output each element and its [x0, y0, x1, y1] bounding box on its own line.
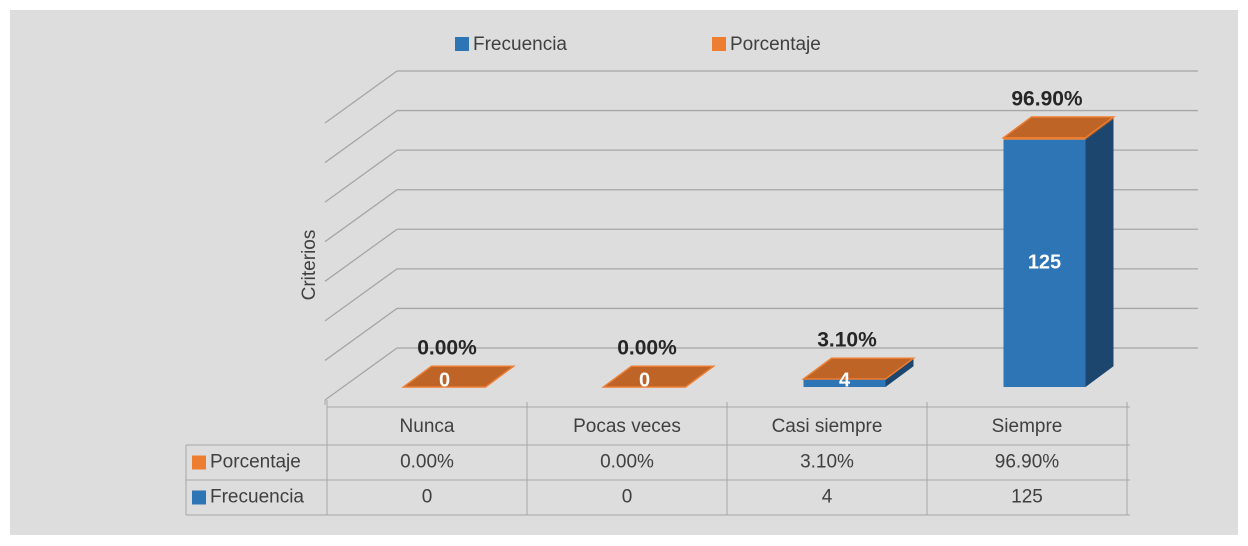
- legend-swatch: [455, 37, 469, 51]
- table-row-label: Porcentaje: [210, 452, 301, 473]
- bar-top: [401, 365, 516, 388]
- table-header: Nunca: [400, 416, 455, 437]
- data-label: 0: [639, 369, 650, 391]
- table-header: Siempre: [992, 416, 1063, 437]
- legend-label: Frecuencia: [473, 34, 567, 55]
- table-row-label: Frecuencia: [210, 487, 304, 508]
- data-label: 0: [439, 369, 450, 391]
- grid-line: [324, 347, 398, 401]
- grid-line: [324, 149, 398, 203]
- bar-top: [601, 365, 716, 388]
- legend-swatch: [712, 37, 726, 51]
- grid-line: [324, 70, 398, 124]
- data-label: 125: [1028, 252, 1061, 274]
- grid-line: [324, 189, 398, 243]
- y-axis-label: Criterios: [299, 230, 320, 301]
- data-label: 0.00%: [417, 337, 477, 360]
- grid-line: [324, 268, 398, 322]
- table-cell: 125: [1011, 487, 1043, 508]
- data-label: 96.90%: [1011, 87, 1083, 110]
- bar-side: [885, 358, 914, 387]
- table-cell: 0: [422, 487, 433, 508]
- table-header: Pocas veces: [573, 416, 681, 437]
- bar-top: [801, 357, 916, 380]
- grid-line: [324, 228, 398, 282]
- table-cell: 0.00%: [400, 452, 454, 473]
- table-cell: 0: [622, 487, 633, 508]
- data-label: 3.10%: [817, 329, 877, 352]
- bar-side: [1085, 118, 1114, 387]
- legend-label: Porcentaje: [730, 34, 821, 55]
- data-label: 0.00%: [617, 337, 677, 360]
- table-cell: 0.00%: [600, 452, 654, 473]
- grid-line: [324, 307, 398, 361]
- table-cell: 3.10%: [800, 452, 854, 473]
- grid-line: [324, 110, 398, 164]
- table-legend-swatch: [192, 490, 206, 505]
- bar-front: [803, 379, 886, 387]
- table-legend-swatch: [192, 455, 206, 470]
- bar-front: [1003, 139, 1086, 387]
- bar-top: [1001, 116, 1116, 139]
- table-cell: 4: [822, 487, 833, 508]
- data-label: 4: [839, 369, 851, 391]
- table-header: Casi siempre: [772, 416, 883, 437]
- table-cell: 96.90%: [995, 452, 1060, 473]
